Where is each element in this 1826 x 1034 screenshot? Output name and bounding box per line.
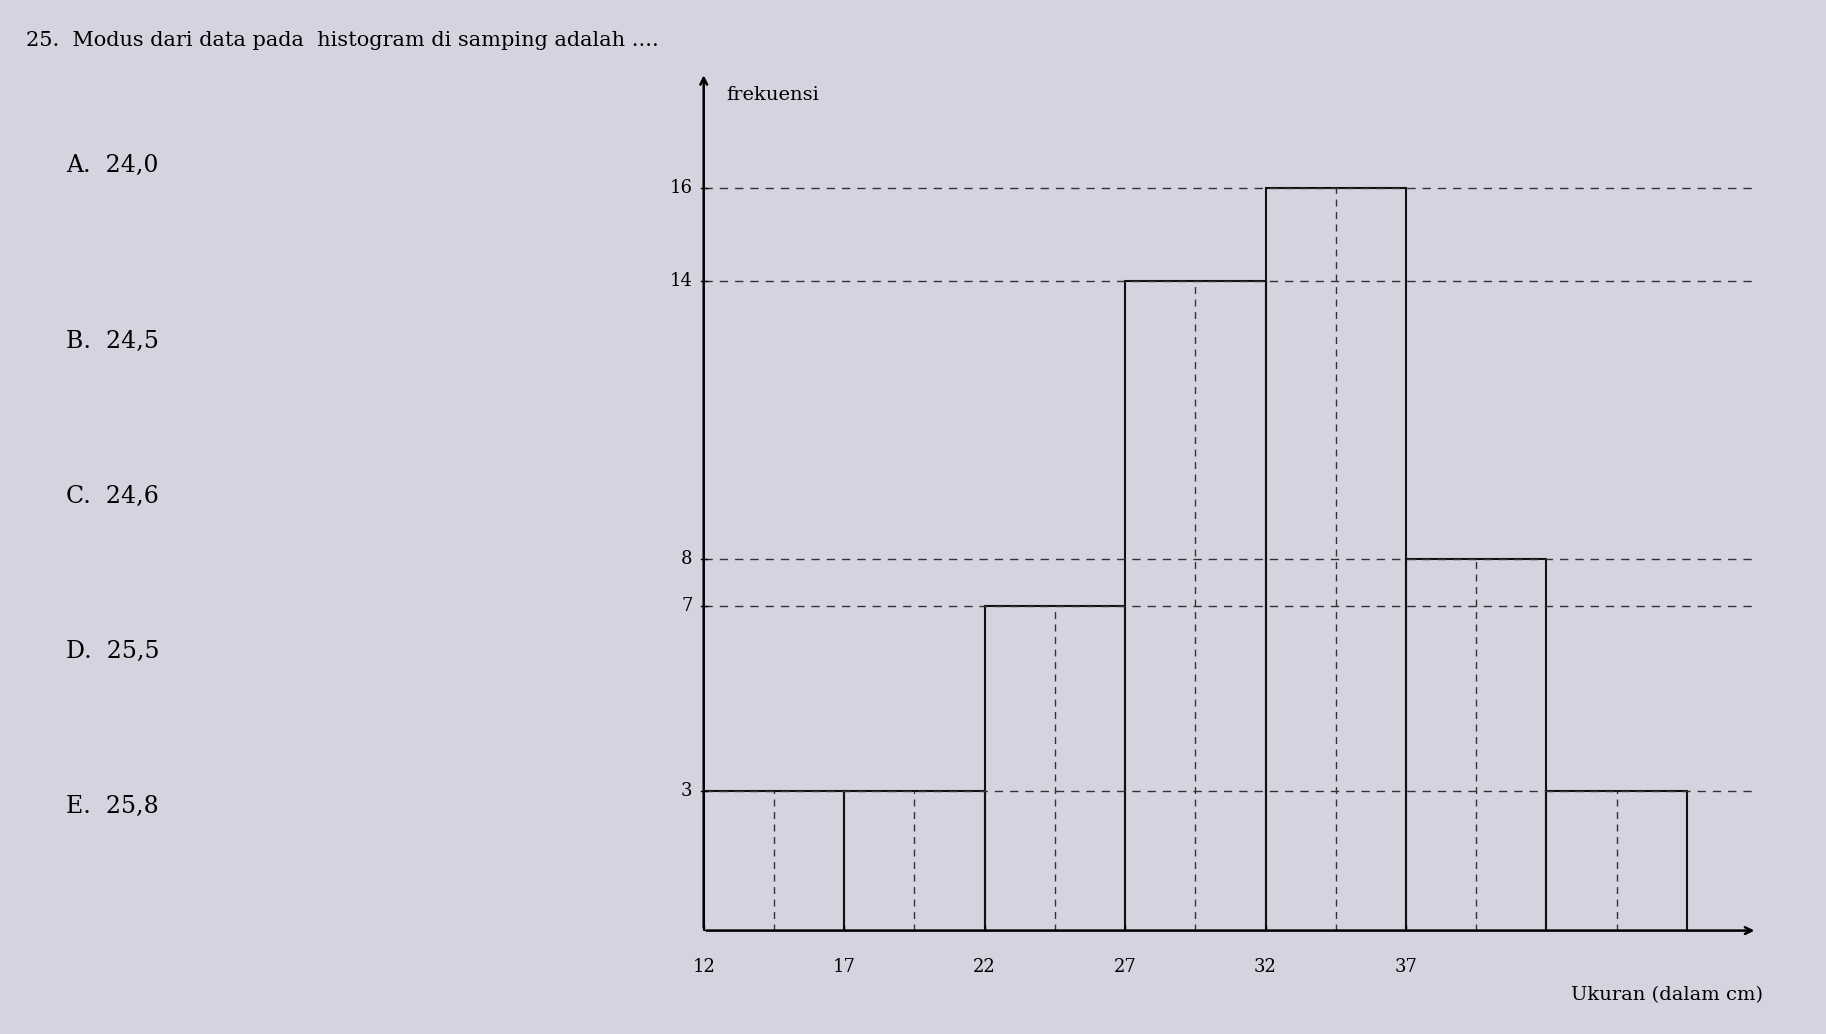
Bar — [1125, 281, 1265, 931]
Text: A.  24,0: A. 24,0 — [66, 154, 159, 177]
Text: 37: 37 — [1395, 959, 1417, 976]
Bar — [844, 791, 984, 931]
Text: 22: 22 — [973, 959, 995, 976]
Text: B.  24,5: B. 24,5 — [66, 330, 159, 353]
Bar — [1265, 188, 1406, 931]
Text: 14: 14 — [670, 272, 692, 291]
Text: E.  25,8: E. 25,8 — [66, 795, 159, 818]
Text: 25.  Modus dari data pada  histogram di samping adalah ....: 25. Modus dari data pada histogram di sa… — [26, 31, 659, 50]
Text: 16: 16 — [670, 179, 692, 197]
Text: 12: 12 — [692, 959, 716, 976]
Text: D.  25,5: D. 25,5 — [66, 640, 159, 663]
Text: 8: 8 — [681, 550, 692, 569]
Text: Ukuran (dalam cm): Ukuran (dalam cm) — [1570, 986, 1762, 1004]
Text: 27: 27 — [1114, 959, 1136, 976]
Bar — [703, 791, 844, 931]
Text: 3: 3 — [681, 783, 692, 800]
Text: frekuensi: frekuensi — [727, 86, 820, 104]
Text: 32: 32 — [1254, 959, 1276, 976]
Bar — [1547, 791, 1687, 931]
Bar — [984, 606, 1125, 931]
Bar — [1406, 559, 1547, 931]
Text: C.  24,6: C. 24,6 — [66, 485, 159, 508]
Text: 7: 7 — [681, 597, 692, 615]
Text: 17: 17 — [833, 959, 856, 976]
